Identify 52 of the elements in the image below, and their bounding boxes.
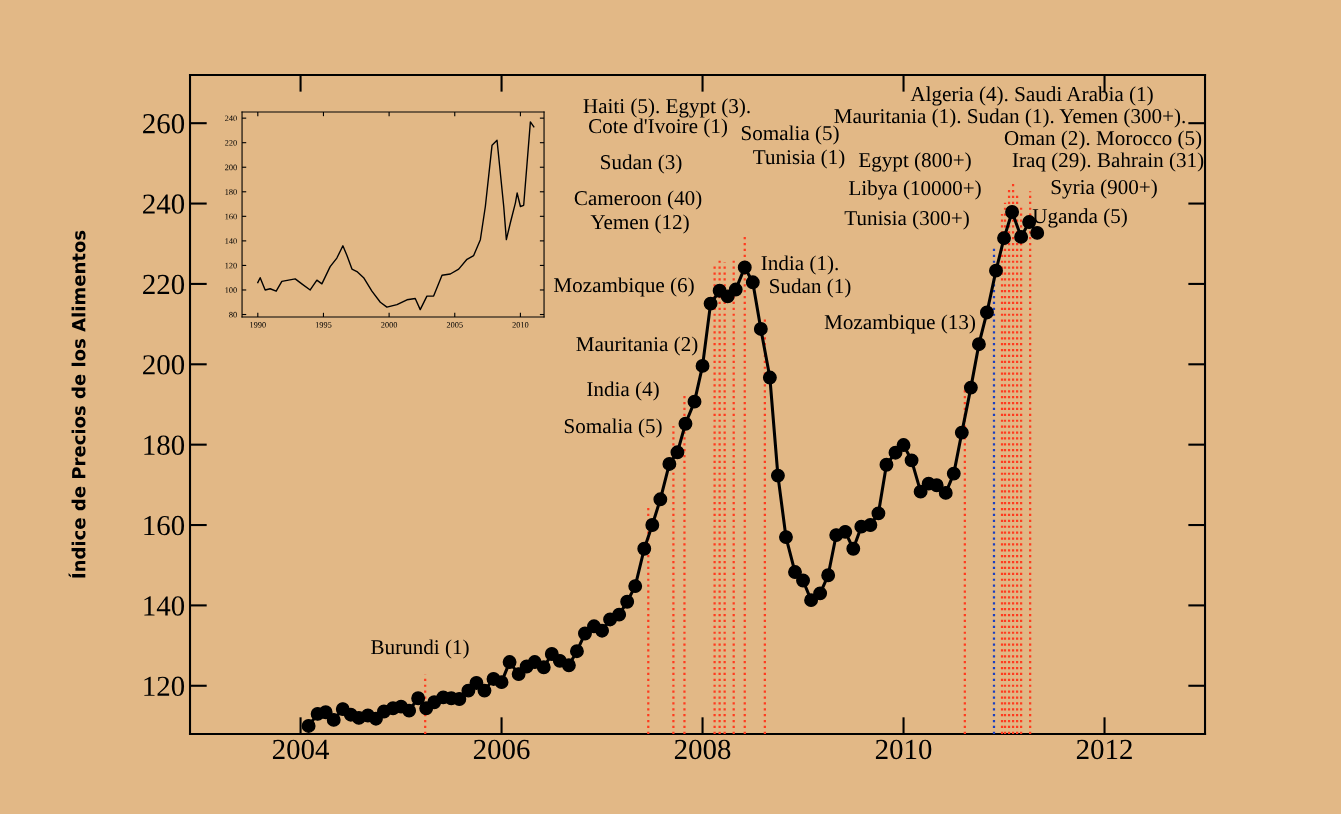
annotation: Libya (10000+) bbox=[849, 180, 981, 200]
annotation: Mozambique (6) bbox=[553, 277, 694, 297]
annotation: India (1). bbox=[761, 255, 838, 275]
x-tick-label: 1990 bbox=[250, 322, 266, 328]
y-tick-label: 140 bbox=[144, 596, 185, 616]
x-tick-label: 2010 bbox=[512, 322, 529, 328]
x-tick-label: 2004 bbox=[272, 739, 329, 760]
annotation: Iraq (29). Bahrain (31) bbox=[1012, 152, 1204, 172]
y-tick-label: 220 bbox=[143, 274, 185, 295]
annotation: Cote d'Ivoire (1) bbox=[588, 118, 727, 138]
x-tick-label: 2005 bbox=[446, 322, 463, 328]
y-tick-label: 120 bbox=[144, 676, 185, 697]
annotation: Burundi (1) bbox=[371, 639, 469, 659]
y-tick-label: 160 bbox=[225, 213, 237, 220]
annotation: India (4) bbox=[587, 381, 659, 401]
annotation: Mauritania (2) bbox=[576, 336, 698, 356]
annotation: Somalia (5) bbox=[564, 418, 662, 438]
y-tick-label: 120 bbox=[225, 262, 237, 269]
y-tick-label: 260 bbox=[143, 114, 185, 134]
annotation: Uganda (5) bbox=[1032, 208, 1127, 228]
annotation: Haiti (5). Egypt (3). bbox=[583, 98, 750, 118]
y-tick-label: 140 bbox=[225, 238, 237, 244]
y-tick-label: 200 bbox=[225, 164, 237, 171]
x-tick-label: 2000 bbox=[381, 322, 398, 328]
x-tick-label: 2010 bbox=[875, 739, 932, 760]
x-tick-label: 1995 bbox=[315, 322, 332, 328]
y-axis-title: Índice de Precios de los Alimentos bbox=[68, 230, 86, 578]
annotation: Yemen (12) bbox=[590, 214, 689, 234]
annotation: Egypt (800+) bbox=[858, 152, 971, 172]
x-tick-label: 2012 bbox=[1076, 739, 1132, 760]
annotation: Mozambique (13) bbox=[824, 314, 976, 334]
annotation: Algeria (4). Saudi Arabia (1) bbox=[910, 86, 1153, 106]
x-tick-label: 2008 bbox=[674, 739, 731, 760]
y-tick-label: 200 bbox=[143, 355, 185, 375]
line-series bbox=[257, 121, 535, 311]
y-tick-label: 240 bbox=[225, 115, 237, 122]
annotation: Somalia (5) bbox=[741, 125, 839, 145]
y-tick-label: 160 bbox=[144, 515, 185, 536]
y-tick-label: 80 bbox=[229, 311, 237, 318]
annotation: Tunisia (1) bbox=[753, 149, 845, 169]
y-tick-label: 240 bbox=[143, 194, 185, 214]
annotation: Sudan (1) bbox=[770, 278, 851, 298]
annotation: Sudan (3) bbox=[601, 154, 682, 174]
y-tick-label: 180 bbox=[225, 189, 237, 195]
annotation: Cameroon (40) bbox=[574, 190, 702, 210]
y-tick-label: 100 bbox=[225, 287, 237, 293]
x-tick-label: 2006 bbox=[473, 739, 530, 760]
annotation: Syria (900+) bbox=[1051, 179, 1157, 199]
annotation: Oman (2). Morocco (5) bbox=[1004, 130, 1202, 150]
y-tick-label: 180 bbox=[144, 435, 185, 455]
annotation: Tunisia (300+) bbox=[844, 210, 969, 230]
y-tick-label: 220 bbox=[225, 140, 237, 146]
